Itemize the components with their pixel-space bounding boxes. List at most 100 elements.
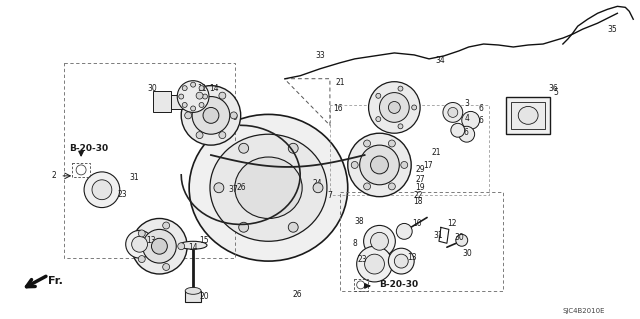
Circle shape <box>179 94 184 99</box>
Circle shape <box>388 140 396 147</box>
Ellipse shape <box>185 287 201 294</box>
Circle shape <box>394 254 408 268</box>
Bar <box>511 101 545 129</box>
Text: 6: 6 <box>479 104 483 113</box>
Circle shape <box>163 263 170 271</box>
Bar <box>506 97 550 134</box>
Ellipse shape <box>189 115 348 261</box>
Text: 9: 9 <box>233 113 237 122</box>
Circle shape <box>182 102 187 108</box>
Bar <box>72 163 90 177</box>
Circle shape <box>196 92 203 99</box>
Circle shape <box>132 219 187 274</box>
Text: 18: 18 <box>413 197 422 206</box>
Text: 36: 36 <box>548 84 557 93</box>
Circle shape <box>138 230 145 237</box>
Text: 13: 13 <box>147 236 156 245</box>
Circle shape <box>364 140 371 147</box>
Text: 5: 5 <box>553 88 558 97</box>
Circle shape <box>448 108 458 117</box>
Circle shape <box>376 93 381 98</box>
Circle shape <box>239 143 248 153</box>
Circle shape <box>356 246 392 282</box>
Text: 11: 11 <box>197 84 207 93</box>
Bar <box>354 279 367 291</box>
Circle shape <box>230 112 237 119</box>
Circle shape <box>214 183 224 193</box>
Circle shape <box>178 243 185 250</box>
Text: 26: 26 <box>237 183 246 192</box>
Ellipse shape <box>179 241 207 249</box>
Circle shape <box>143 229 176 263</box>
Circle shape <box>398 86 403 91</box>
Text: 30: 30 <box>463 249 472 258</box>
Circle shape <box>92 180 112 200</box>
Circle shape <box>191 82 196 87</box>
Text: 12: 12 <box>447 219 456 228</box>
Text: 27: 27 <box>415 175 425 184</box>
Circle shape <box>388 101 400 114</box>
Text: 10: 10 <box>412 219 422 228</box>
Text: B-20-30: B-20-30 <box>69 144 108 152</box>
Text: 17: 17 <box>423 161 433 170</box>
Circle shape <box>132 236 147 252</box>
Bar <box>64 63 235 258</box>
Circle shape <box>163 222 170 229</box>
Circle shape <box>348 133 411 197</box>
Circle shape <box>369 82 420 133</box>
Circle shape <box>388 183 396 190</box>
Circle shape <box>388 248 414 274</box>
Circle shape <box>196 132 203 138</box>
Text: Fr.: Fr. <box>49 276 63 286</box>
Text: 22: 22 <box>413 191 422 200</box>
Text: SJC4B2010E: SJC4B2010E <box>563 308 605 314</box>
Text: 7: 7 <box>327 191 332 200</box>
Text: 19: 19 <box>415 183 425 192</box>
Circle shape <box>371 232 388 250</box>
Ellipse shape <box>518 107 538 124</box>
Text: 14: 14 <box>209 84 219 93</box>
Text: 6: 6 <box>464 128 468 137</box>
Text: 6: 6 <box>479 116 483 125</box>
Text: 31: 31 <box>433 231 443 240</box>
Circle shape <box>365 254 385 274</box>
Text: 33: 33 <box>315 51 324 60</box>
Text: 16: 16 <box>333 104 342 113</box>
Circle shape <box>199 102 204 108</box>
Text: 2: 2 <box>52 171 56 180</box>
Text: 30: 30 <box>147 84 157 93</box>
Circle shape <box>239 222 248 232</box>
Circle shape <box>456 234 468 246</box>
Text: 37: 37 <box>229 185 239 194</box>
Text: 23: 23 <box>358 255 367 263</box>
Text: 4: 4 <box>465 114 470 123</box>
Circle shape <box>191 106 196 111</box>
Circle shape <box>199 86 204 91</box>
Text: 38: 38 <box>355 217 364 226</box>
Circle shape <box>360 145 399 185</box>
Text: 13: 13 <box>407 253 417 262</box>
Text: 20: 20 <box>199 292 209 301</box>
Circle shape <box>138 256 145 263</box>
Ellipse shape <box>210 134 327 241</box>
Circle shape <box>125 230 154 258</box>
Circle shape <box>371 156 388 174</box>
Bar <box>340 192 504 291</box>
Circle shape <box>376 117 381 122</box>
Text: 34: 34 <box>435 56 445 65</box>
Text: 21: 21 <box>336 78 346 87</box>
Circle shape <box>202 94 207 99</box>
Circle shape <box>181 85 241 145</box>
Circle shape <box>84 172 120 208</box>
Circle shape <box>203 108 219 123</box>
Text: 31: 31 <box>130 173 140 182</box>
Circle shape <box>219 132 226 138</box>
Text: 30: 30 <box>455 233 465 242</box>
Circle shape <box>380 93 409 122</box>
Circle shape <box>398 124 403 129</box>
Text: 8: 8 <box>353 239 358 248</box>
Circle shape <box>185 112 191 119</box>
Circle shape <box>219 92 226 99</box>
Text: 15: 15 <box>199 236 209 245</box>
Circle shape <box>364 226 396 257</box>
